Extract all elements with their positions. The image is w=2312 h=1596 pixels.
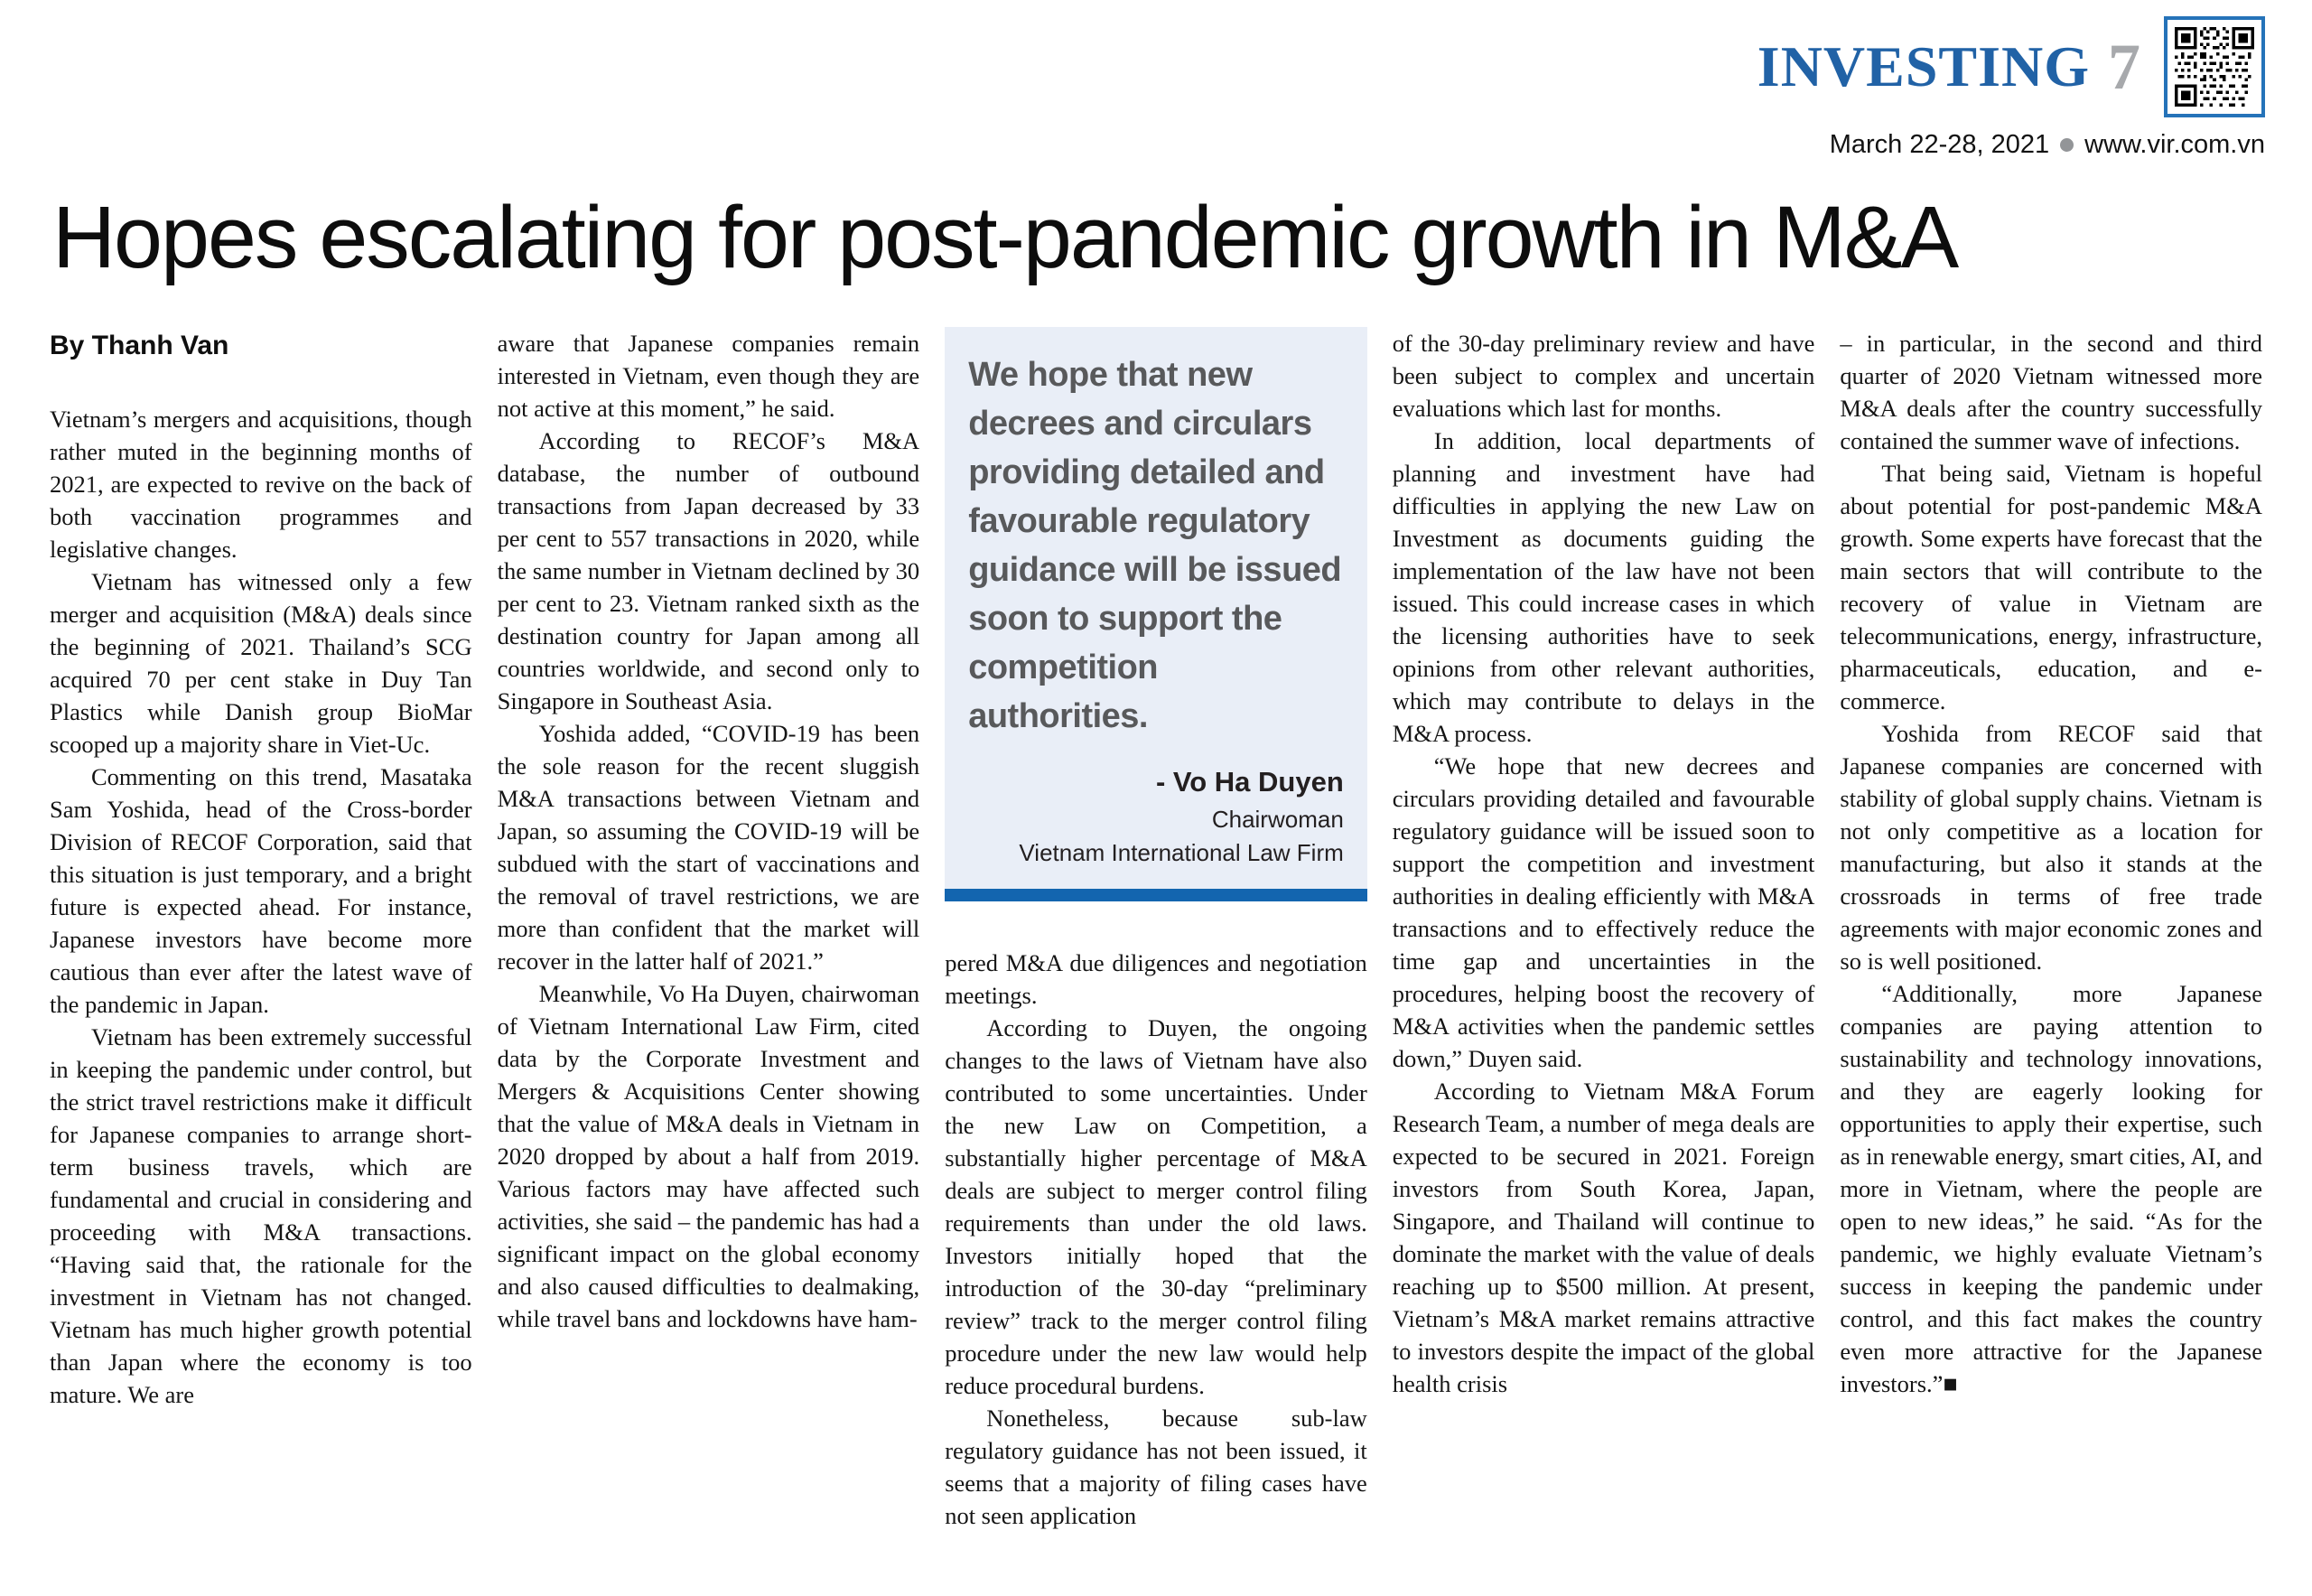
column-2-text: aware that Japanese companies remain int…	[498, 327, 920, 1335]
article-headline: Hopes escalating for post-pandemic growt…	[52, 188, 1959, 286]
article-paragraph: That being said, Vietnam is hopeful abou…	[1840, 460, 2262, 714]
article-paragraph: Yoshida added, “COVID-19 has been the so…	[497, 720, 920, 975]
section-title: INVESTING	[1757, 34, 2090, 98]
column-1: By Thanh Van Vietnam’s mergers and acqui…	[50, 327, 472, 1596]
article-paragraph: of the 30-day preliminary review and hav…	[1392, 330, 1815, 422]
article-paragraph: “We hope that new decrees and circulars …	[1392, 752, 1815, 1072]
column-4: of the 30-day preliminary review and hav…	[1393, 327, 1815, 1596]
article-paragraph: According to Duyen, the ongoing changes …	[945, 1014, 1367, 1399]
article-paragraph: Yoshida from RECOF said that Japanese co…	[1840, 720, 2262, 975]
article-paragraph: According to RECOF’s M&A database, the n…	[497, 427, 920, 714]
article-paragraph: pered M&A due diligences and negotiation…	[945, 949, 1367, 1009]
article-paragraph: Vietnam has witnessed only a few merger …	[50, 568, 472, 758]
article-paragraph: Vietnam’s mergers and acquisitions, thou…	[50, 406, 472, 563]
article-paragraph: “Additionally, more Japanese companies a…	[1840, 980, 2262, 1397]
column-5: – in particular, in the second and third…	[1840, 327, 2262, 1596]
issue-date: March 22-28, 2021	[1829, 130, 2050, 159]
pull-quote-text: We hope that new decrees and circulars p…	[968, 356, 1342, 735]
article-paragraph: According to Vietnam M&A Forum Research …	[1392, 1078, 1815, 1397]
article-columns: By Thanh Van Vietnam’s mergers and acqui…	[50, 327, 2262, 1596]
article-paragraph: Vietnam has been extremely successful in…	[50, 1023, 472, 1408]
quote-attribution-title: Chairwoman	[1211, 806, 1344, 833]
article-paragraph: Commenting on this trend, Masataka Sam Y…	[50, 763, 472, 1018]
column-4-text: of the 30-day preliminary review and hav…	[1393, 327, 1815, 1400]
byline: By Thanh Van	[50, 331, 229, 360]
article-paragraph: aware that Japanese companies remain int…	[497, 330, 920, 422]
column-3-text: pered M&A due diligences and negotiation…	[945, 947, 1367, 1532]
article-paragraph: Meanwhile, Vo Ha Duyen, chairwoman of Vi…	[497, 980, 920, 1332]
article-paragraph: – in particular, in the second and third…	[1840, 330, 2262, 454]
quote-attribution: - Vo Ha Duyen Chairwoman Vietnam Interna…	[968, 766, 1344, 867]
column-2: aware that Japanese companies remain int…	[498, 327, 920, 1596]
date-row: March 22-28, 2021 www.vir.com.vn	[1757, 130, 2265, 160]
article-paragraph: In addition, local departments of planni…	[1392, 427, 1815, 747]
column-1-text: Vietnam’s mergers and acquisitions, thou…	[50, 403, 472, 1411]
qr-code	[2164, 16, 2265, 117]
column-5-text: – in particular, in the second and third…	[1840, 327, 2262, 1400]
quote-accent-bar	[945, 889, 1367, 901]
pull-quote-box: We hope that new decrees and circulars p…	[945, 327, 1367, 901]
quote-attribution-org: Vietnam International Law Firm	[1019, 839, 1344, 866]
website-url: www.vir.com.vn	[2084, 130, 2265, 159]
page-header: INVESTING 7	[1757, 16, 2265, 160]
article-paragraph: Nonetheless, because sub-law regulatory …	[945, 1405, 1367, 1529]
quote-attribution-name: - Vo Ha Duyen	[1155, 766, 1344, 798]
column-3: We hope that new decrees and circulars p…	[945, 327, 1367, 1596]
bullet-separator-icon	[2060, 138, 2074, 152]
page-number: 7	[2108, 31, 2140, 103]
